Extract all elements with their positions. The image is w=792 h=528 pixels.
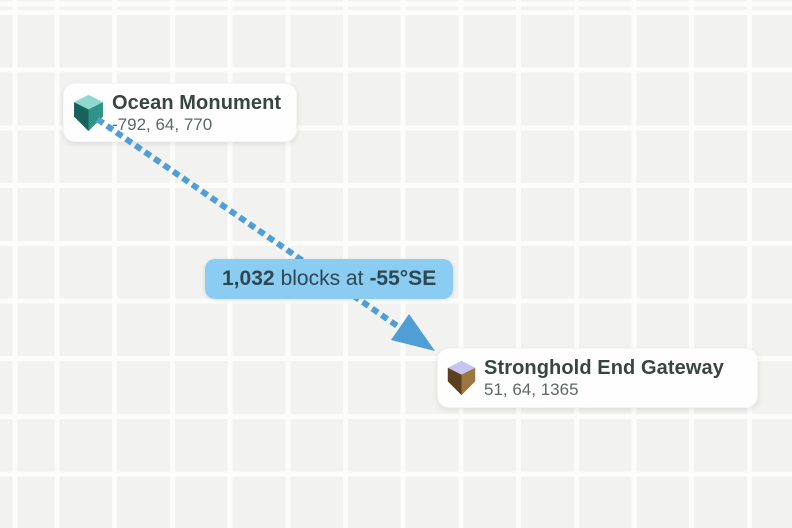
marker-title: Ocean Monument xyxy=(112,91,282,114)
marker-coordinates: 51, 64, 1365 xyxy=(484,380,579,399)
stronghold-cube-icon xyxy=(447,360,476,396)
marker-card-text: Stronghold End Gateway 51, 64, 1365 xyxy=(484,357,724,399)
distance-label[interactable]: 1,032 blocks at -55°SE xyxy=(205,259,454,299)
distance-arrowhead-icon xyxy=(391,314,435,351)
ocean-monument-cube-icon xyxy=(74,94,103,131)
marker-title: Stronghold End Gateway xyxy=(484,357,724,379)
marker-card-stronghold-end-gateway[interactable]: Stronghold End Gateway 51, 64, 1365 xyxy=(437,348,758,408)
marker-coordinates: -792, 64, 770 xyxy=(112,114,213,134)
distance-value: 1,032 xyxy=(222,267,275,290)
marker-card-text: Ocean Monument -792, 64, 770 xyxy=(112,92,281,134)
marker-card-ocean-monument[interactable]: Ocean Monument -792, 64, 770 xyxy=(63,83,297,142)
distance-units-text: blocks at xyxy=(280,267,364,290)
distance-bearing: -55°SE xyxy=(369,267,437,290)
